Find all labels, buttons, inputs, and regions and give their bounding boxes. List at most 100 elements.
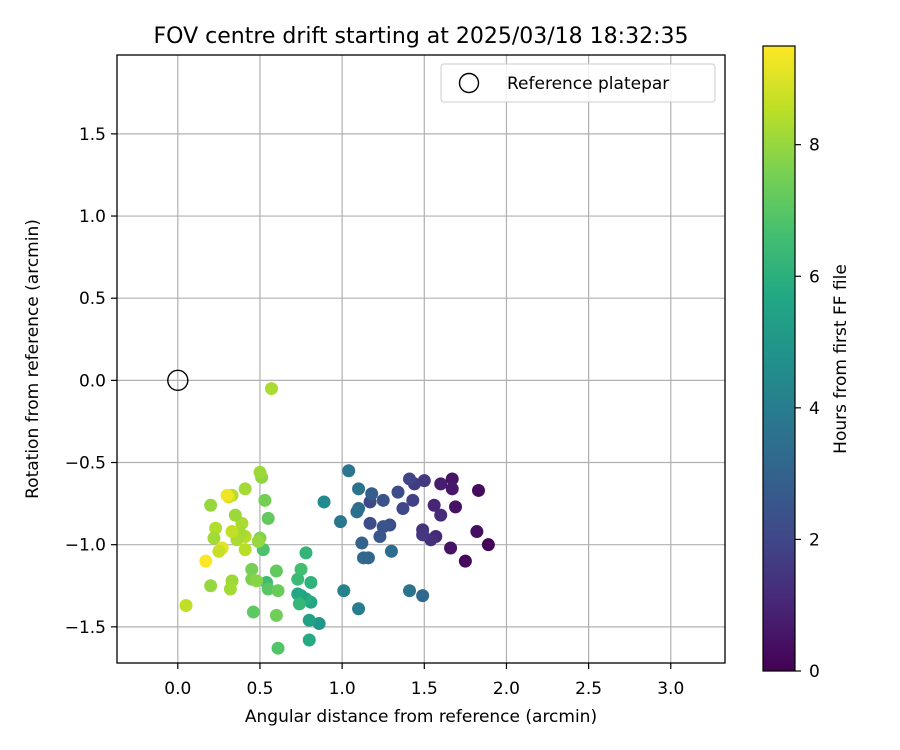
colorbar-gradient (762, 45, 796, 672)
data-point (434, 508, 448, 522)
data-point (246, 605, 260, 619)
data-point (261, 582, 275, 596)
grid-lines (117, 55, 725, 663)
data-point (269, 564, 283, 578)
data-point (427, 498, 441, 512)
data-point (204, 579, 218, 593)
data-point (212, 544, 226, 558)
y-axis-ticks: −1.5 −1.0 −0.5 0.0 0.5 1.0 1.5 (65, 125, 117, 638)
colorbar-tick-label: 0 (809, 662, 820, 682)
reference-platepar-point (167, 369, 189, 392)
colorbar-tick-label: 4 (809, 399, 820, 419)
data-point (365, 487, 379, 501)
data-point (292, 597, 306, 611)
data-point (223, 582, 237, 596)
x-axis-ticks: 0.0 0.5 1.0 1.5 2.0 2.5 3.0 (164, 663, 684, 699)
data-point (253, 465, 267, 479)
data-point (302, 633, 316, 647)
y-axis-label: Rotation from reference (arcmin) (23, 219, 43, 499)
data-point (245, 562, 259, 576)
data-point (269, 608, 283, 622)
data-point (361, 551, 375, 565)
data-point (352, 482, 366, 496)
data-point (271, 584, 285, 598)
data-point (481, 538, 495, 552)
y-tick-label: −1.5 (65, 618, 106, 638)
data-point (458, 554, 472, 568)
colorbar-tick-label: 2 (809, 530, 820, 550)
colorbar: 0 2 4 6 8 Hours from first FF file (762, 45, 851, 682)
data-point (444, 541, 458, 555)
data-point (294, 562, 308, 576)
data-point (352, 602, 366, 616)
data-point (449, 500, 463, 514)
data-point (207, 531, 221, 545)
data-point (417, 474, 431, 488)
colorbar-tick-label: 8 (809, 136, 820, 156)
data-points (179, 382, 495, 655)
data-point (376, 493, 390, 507)
data-point (406, 493, 420, 507)
x-tick-label: 1.5 (411, 679, 438, 699)
legend: Reference platepar (440, 63, 716, 103)
data-point (264, 382, 278, 396)
y-tick-label: 1.0 (79, 207, 106, 227)
data-point (199, 554, 213, 568)
data-point (337, 584, 351, 598)
data-point (250, 574, 264, 588)
reference-marker (167, 369, 189, 392)
data-point (445, 472, 459, 486)
colorbar-tick-label: 6 (809, 267, 820, 287)
plot-frame (116, 54, 726, 664)
data-point (355, 536, 369, 550)
data-point (445, 482, 459, 496)
data-point (342, 464, 356, 478)
data-point (350, 505, 364, 519)
data-point (333, 515, 347, 529)
data-point (472, 483, 486, 497)
x-tick-label: 2.0 (493, 679, 520, 699)
data-point (228, 508, 242, 522)
data-point (251, 534, 265, 548)
y-tick-label: 0.0 (79, 371, 106, 391)
data-point (363, 516, 377, 530)
data-point (470, 525, 484, 539)
y-tick-label: 1.5 (79, 125, 106, 145)
data-point (304, 575, 318, 589)
data-point (384, 544, 398, 558)
colorbar-ticks: 0 2 4 6 8 (795, 136, 820, 682)
x-tick-label: 0.0 (164, 679, 191, 699)
colorbar-label: Hours from first FF file (831, 264, 851, 454)
data-point (291, 587, 305, 601)
legend-reference-icon (458, 72, 480, 94)
y-tick-label: −0.5 (65, 454, 106, 474)
data-point (220, 488, 234, 502)
data-point (434, 477, 448, 491)
data-point (402, 584, 416, 598)
data-point (291, 572, 305, 586)
data-point (317, 495, 331, 509)
data-point (238, 543, 252, 557)
x-tick-label: 3.0 (657, 679, 684, 699)
x-tick-label: 0.5 (246, 679, 273, 699)
data-point (391, 485, 405, 499)
data-point (416, 528, 430, 542)
data-point (271, 641, 285, 655)
data-point (302, 613, 316, 627)
data-point (299, 546, 313, 560)
y-tick-label: 0.5 (79, 289, 106, 309)
data-point (225, 525, 239, 539)
data-point (204, 498, 218, 512)
data-point (238, 482, 252, 496)
data-point (373, 529, 387, 543)
data-point (209, 521, 223, 535)
data-point (312, 617, 326, 631)
data-point (402, 472, 416, 486)
x-tick-label: 1.0 (329, 679, 356, 699)
y-tick-label: −1.0 (65, 536, 106, 556)
chart-title: FOV centre drift starting at 2025/03/18 … (154, 24, 689, 49)
data-point (416, 589, 430, 603)
data-point (376, 520, 390, 534)
x-axis-label: Angular distance from reference (arcmin) (245, 707, 597, 727)
